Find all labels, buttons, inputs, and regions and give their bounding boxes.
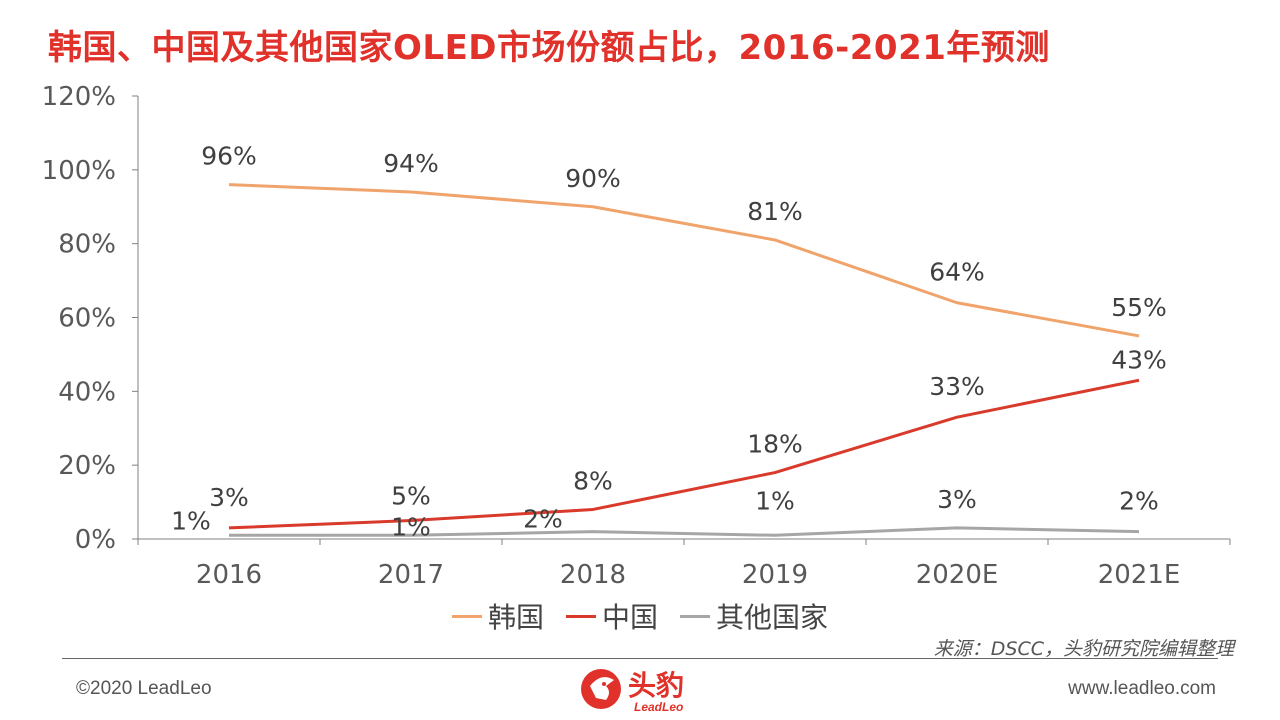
- chart-title: 韩国、中国及其他国家OLED市场份额占比，2016-2021年预测: [48, 28, 1050, 68]
- legend-label-china: 中国: [601, 601, 658, 634]
- x-tick-label: 2016: [196, 560, 262, 590]
- logo-english-text: LeadLeo: [634, 700, 684, 714]
- y-tick-label: 100%: [42, 156, 116, 186]
- legend-swatch-china: [565, 614, 596, 618]
- line-chart: 0% 20% 40% 60% 80% 100% 120% 2016 2017 2018 2019 20…: [42, 82, 1231, 590]
- x-tick-label: 2021E: [1098, 560, 1181, 590]
- x-tick-label: 2019: [742, 560, 808, 590]
- data-label-china: 33%: [929, 372, 985, 401]
- series-line-china: [228, 378, 1140, 530]
- legend-item-china: 中国: [565, 596, 658, 636]
- legend-label-others: 其他国家: [716, 601, 829, 634]
- x-tick-label: 2017: [378, 560, 444, 590]
- series-line-korea: [228, 183, 1140, 338]
- data-label-others: 2%: [523, 505, 563, 534]
- copyright-text: ©2020 LeadLeo: [76, 678, 212, 699]
- leopard-logo-icon: [581, 669, 621, 709]
- x-tick-label: 2018: [560, 560, 626, 590]
- legend-label-korea: 韩国: [487, 601, 544, 634]
- data-label-others: 3%: [937, 485, 977, 514]
- website-text[interactable]: www.leadleo.com: [1068, 678, 1216, 699]
- leadleo-logo: 头豹 LeadLeo: [576, 662, 716, 718]
- data-label-korea: 96%: [201, 142, 257, 171]
- data-label-korea: 55%: [1111, 293, 1167, 322]
- data-label-others: 1%: [171, 506, 211, 535]
- data-label-korea: 90%: [565, 164, 621, 193]
- y-tick-label: 0%: [75, 525, 116, 555]
- legend-swatch-others: [680, 614, 710, 618]
- data-label-china: 3%: [209, 483, 249, 512]
- y-tick-label: 60%: [58, 304, 116, 334]
- chart-legend: 韩国 中国 其他国家: [0, 596, 1280, 636]
- x-tick-label: 2020E: [916, 560, 999, 590]
- data-label-others: 1%: [391, 512, 431, 541]
- legend-item-korea: 韩国: [451, 596, 544, 636]
- legend-swatch-korea: [451, 614, 482, 618]
- y-tick-label: 20%: [58, 451, 116, 481]
- data-label-china: 43%: [1111, 345, 1167, 374]
- y-tick-label: 40%: [58, 377, 116, 407]
- logo-chinese-text: 头豹: [628, 669, 685, 702]
- data-label-korea: 94%: [383, 149, 439, 178]
- data-label-korea: 81%: [747, 197, 803, 226]
- data-label-china: 8%: [573, 466, 613, 495]
- y-tick-label: 80%: [58, 230, 116, 260]
- footer-divider: [62, 658, 1218, 659]
- source-note: 来源：DSCC，头豹研究院编辑整理: [933, 638, 1234, 660]
- legend-item-others: 其他国家: [680, 596, 828, 636]
- data-label-china: 5%: [391, 482, 431, 511]
- data-label-others: 1%: [755, 486, 795, 515]
- data-label-china: 18%: [747, 430, 803, 459]
- data-label-korea: 64%: [929, 258, 985, 287]
- data-label-others: 2%: [1119, 487, 1159, 516]
- y-tick-label: 120%: [42, 82, 116, 112]
- series-line-others: [229, 526, 1140, 537]
